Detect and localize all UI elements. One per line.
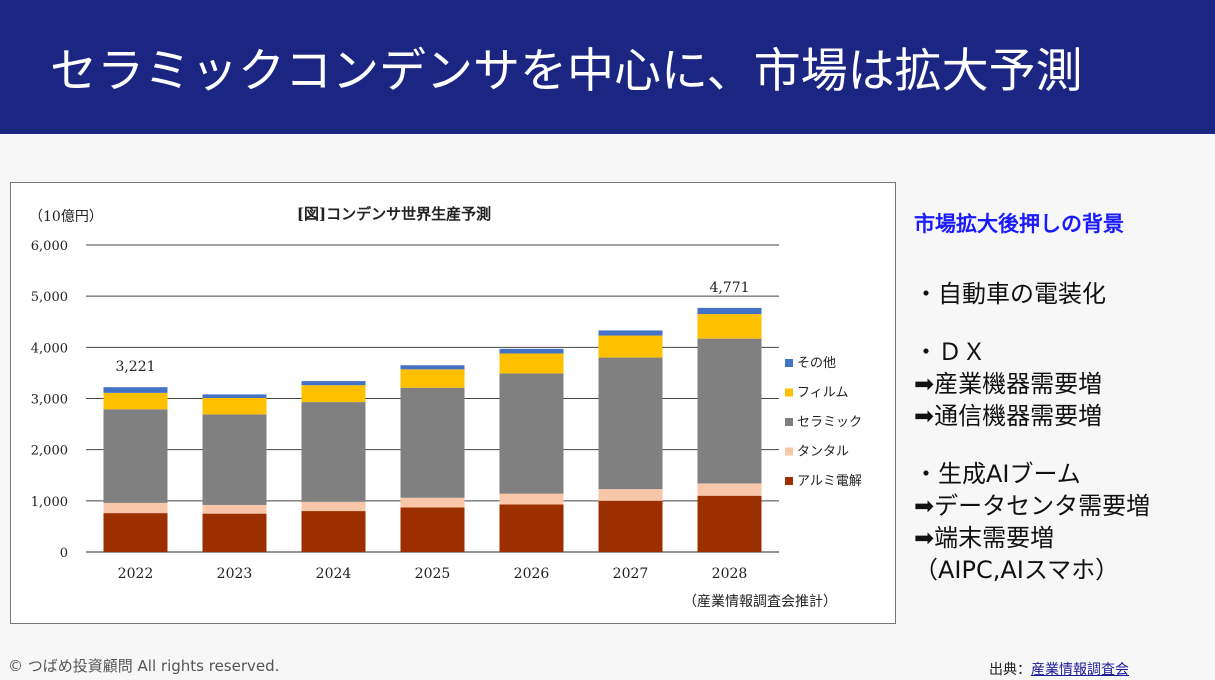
x-tick-label: 2027 <box>613 566 649 582</box>
page-title: セラミックコンデンサを中心に、市場は拡大予測 <box>50 44 1083 99</box>
bar-segment <box>301 501 366 512</box>
bar-segment <box>598 489 663 501</box>
bar-segment <box>103 392 168 410</box>
header-banner: セラミックコンデンサを中心に、市場は拡大予測 <box>0 0 1215 134</box>
chart-panel: [図]コンデンサ世界生産予測 （10億円） （産業情報調査会推計） 0 1,000 2,0… <box>10 182 896 624</box>
side-line: ➡産業機器需要増 <box>914 370 1103 398</box>
bar-segment <box>103 387 168 393</box>
side-line: ・ＤＸ <box>914 338 986 366</box>
y-tick-label: 3,000 <box>31 393 68 408</box>
bar-segment <box>301 381 366 386</box>
bar-segment <box>697 314 762 339</box>
y-tick-label: 4,000 <box>31 341 68 356</box>
legend-swatch <box>785 418 793 426</box>
bar-segment <box>103 502 168 514</box>
stacked-bar-chart: [図]コンデンサ世界生産予測 （10億円） （産業情報調査会推計） 0 1,000 2,0… <box>29 205 862 610</box>
bar-segment <box>598 330 663 336</box>
legend-swatch <box>785 477 793 485</box>
bar-segment <box>400 365 465 370</box>
legend-label: タンタル <box>797 445 849 460</box>
unit-label: （10億円） <box>29 209 103 225</box>
bar-segment <box>202 513 267 552</box>
legend-label: セラミック <box>797 415 862 430</box>
bar-segment <box>499 504 564 552</box>
bar-segment <box>499 348 564 354</box>
x-tick-label: 2025 <box>415 566 451 582</box>
bar-segment <box>301 385 366 403</box>
bar-segment <box>400 507 465 552</box>
source-link[interactable]: 産業情報調査会 <box>1031 662 1129 678</box>
bar-segment <box>697 495 762 552</box>
side-line: ➡通信機器需要増 <box>914 402 1103 430</box>
bar-segment <box>301 402 366 502</box>
bar-segment <box>499 373 564 494</box>
y-tick-label: 1,000 <box>31 495 68 510</box>
bar-segment <box>400 497 465 508</box>
bar-segment <box>598 357 663 490</box>
bar-segment <box>697 483 762 496</box>
background-panel: 市場拡大後押しの背景 ・自動車の電装化 ・ＤＸ ➡産業機器需要増 ➡通信機器需要… <box>914 208 1209 612</box>
side-block: ・生成AIブーム ➡データセンタ需要増 ➡端末需要増 （AIPC,AIスマホ） <box>914 458 1209 586</box>
bar-segment <box>301 511 366 552</box>
bar-segment <box>202 394 267 398</box>
bar-segment <box>697 338 762 484</box>
copyright: © つばめ投資顧問 All rights reserved. <box>8 657 280 675</box>
source-credit: 出典：産業情報調査会 <box>989 659 1129 679</box>
bar-segment <box>697 307 762 315</box>
bar-segment <box>400 369 465 388</box>
side-line: ➡端末需要増 <box>914 524 1055 552</box>
bar-segment <box>103 409 168 503</box>
legend-swatch <box>785 359 793 367</box>
bar-segment <box>103 513 168 552</box>
bar-segment <box>499 493 564 505</box>
bar-segment <box>202 414 267 505</box>
x-tick-label: 2028 <box>712 566 748 582</box>
y-tick-label: 0 <box>60 546 68 561</box>
bar-segment <box>202 504 267 514</box>
bar-segment <box>400 387 465 498</box>
side-title: 市場拡大後押しの背景 <box>914 212 1124 236</box>
y-tick-label: 5,000 <box>31 290 68 305</box>
x-tick-label: 2022 <box>118 566 154 582</box>
y-tick-label: 2,000 <box>31 444 68 459</box>
legend-label: フィルム <box>797 386 848 401</box>
side-line: ➡データセンタ需要増 <box>914 492 1151 520</box>
total-label: 4,771 <box>709 280 749 296</box>
total-label: 3,221 <box>115 359 155 375</box>
side-block: ・ＤＸ ➡産業機器需要増 ➡通信機器需要増 <box>914 336 1209 432</box>
x-tick-label: 2024 <box>316 566 352 582</box>
x-tick-label: 2023 <box>217 566 253 582</box>
chart-title: [図]コンデンサ世界生産予測 <box>297 205 491 223</box>
bar-segment <box>598 500 663 552</box>
chart-note: （産業情報調査会推計） <box>683 594 837 610</box>
side-line: （AIPC,AIスマホ） <box>914 556 1120 584</box>
side-block: ・自動車の電装化 <box>914 278 1209 310</box>
legend-label: その他 <box>797 356 836 371</box>
bar-segment <box>202 397 267 415</box>
legend-swatch <box>785 388 793 397</box>
bar-segment <box>598 335 663 358</box>
side-line: ・自動車の電装化 <box>914 280 1106 308</box>
legend-label: アルミ電解 <box>797 474 862 489</box>
y-tick-label: 6,000 <box>31 239 68 254</box>
side-line: ・生成AIブーム <box>914 460 1081 488</box>
bar-segment <box>499 353 564 374</box>
legend-swatch <box>785 447 793 456</box>
source-prefix: 出典： <box>989 662 1031 678</box>
x-tick-label: 2026 <box>514 566 550 582</box>
